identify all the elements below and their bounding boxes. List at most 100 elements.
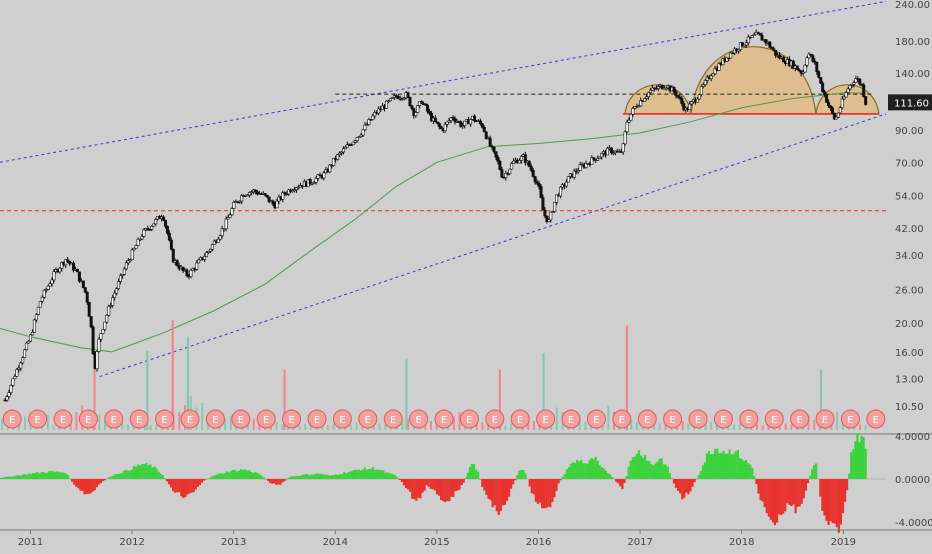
earnings-marker[interactable]: E [29,410,47,428]
oscillator-bar [654,464,656,479]
oscillator-bar [304,475,306,479]
earnings-marker[interactable]: E [130,410,148,428]
earnings-marker[interactable]: E [283,410,301,428]
volume-bar [298,426,300,431]
candle-body [127,261,129,263]
earnings-marker-label: E [619,415,625,426]
oscillator-bar [656,462,658,479]
oscillator-bar [617,479,619,483]
candle-body [859,79,861,84]
candle-body [14,376,16,378]
oscillator-bar [335,474,337,479]
earnings-marker[interactable]: E [206,410,224,428]
earnings-marker[interactable]: E [791,410,809,428]
oscillator-bar [174,479,176,493]
candle-body [464,121,466,125]
earnings-marker[interactable]: E [613,410,631,428]
earnings-marker[interactable]: E [105,410,123,428]
x-axis-label: 2014 [323,537,348,548]
oscillator-bar [168,479,170,484]
price-axis-label: 42.00 [895,224,924,235]
oscillator-bar [158,472,160,479]
earnings-marker[interactable]: E [460,410,478,428]
candle-body [100,334,102,340]
earnings-marker[interactable]: E [714,410,732,428]
volume-bar [281,425,283,430]
oscillator-bar [366,470,368,479]
oscillator-bar [739,458,741,479]
oscillator-bar [471,464,473,479]
earnings-marker[interactable]: E [308,410,326,428]
earnings-marker[interactable]: E [156,410,174,428]
earnings-marker[interactable]: E [486,410,504,428]
oscillator-bar [663,464,665,479]
oscillator-bar [545,479,547,508]
oscillator-bar [572,463,574,479]
earnings-marker[interactable]: E [765,410,783,428]
oscillator-bar [378,470,380,479]
oscillator-bar [506,479,508,501]
oscillator-bar [724,454,726,479]
earnings-marker[interactable]: E [333,410,351,428]
earnings-marker[interactable]: E [410,410,428,428]
oscillator-bar [743,461,745,479]
earnings-marker[interactable]: E [664,410,682,428]
candle-body [426,105,428,111]
oscillator-bar [673,479,675,484]
earnings-marker[interactable]: E [359,410,377,428]
candle-body [821,83,823,92]
candle-body [356,138,358,141]
candle-body [493,147,495,152]
earnings-marker[interactable]: E [740,410,758,428]
oscillator-bar [7,476,9,479]
earnings-marker[interactable]: E [841,410,859,428]
candle-body [336,155,338,160]
oscillator-bar [590,458,592,479]
oscillator-bar [114,474,116,479]
oscillator-bar [382,470,384,479]
earnings-marker[interactable]: E [79,410,97,428]
earnings-marker[interactable]: E [257,410,275,428]
earnings-marker[interactable]: E [689,410,707,428]
oscillator-bar [238,471,240,479]
oscillator-bar [240,469,242,479]
oscillator-axis-label: 0.0000 [895,475,930,486]
earnings-marker[interactable]: E [181,410,199,428]
earnings-marker[interactable]: E [816,410,834,428]
oscillator-bar [209,478,211,479]
earnings-marker[interactable]: E [232,410,250,428]
candle-body [540,187,542,198]
price-axis-label: 240.00 [895,0,930,11]
oscillator-bar [570,464,572,479]
oscillator-bar [222,474,224,479]
earnings-marker-label: E [415,415,421,426]
oscillator-bar [252,473,254,479]
oscillator-bar [850,452,852,479]
oscillator-bar [694,479,696,482]
earnings-marker[interactable]: E [638,410,656,428]
candle-body [111,298,113,306]
oscillator-bar [795,479,797,513]
earnings-marker[interactable]: E [511,410,529,428]
earnings-marker[interactable]: E [867,410,885,428]
earnings-marker[interactable]: E [537,410,555,428]
oscillator-bar [417,479,419,498]
candle-body [417,106,419,113]
earnings-marker[interactable]: E [562,410,580,428]
volume-bar [510,423,512,430]
earnings-marker[interactable]: E [54,410,72,428]
oscillator-bar [347,472,349,479]
oscillator-bar [782,479,784,514]
oscillator-bar [512,479,514,484]
earnings-marker[interactable]: E [384,410,402,428]
earnings-marker[interactable]: E [587,410,605,428]
candle-body [839,108,841,113]
volume-bar [350,425,352,430]
oscillator-bar [700,471,702,479]
candle-body [211,245,213,250]
candle-body [473,116,475,121]
oscillator-bar [745,460,747,479]
earnings-marker[interactable]: E [435,410,453,428]
earnings-marker[interactable]: E [3,410,21,428]
